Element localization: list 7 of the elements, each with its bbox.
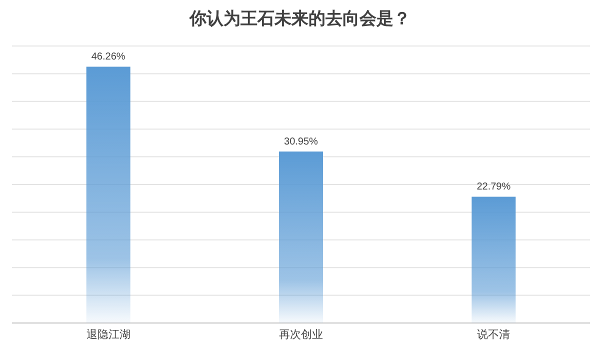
chart-title: 你认为王石未来的去向会是？	[188, 9, 410, 28]
data-label: 30.95%	[284, 136, 318, 148]
x-tick-label: 说不清	[477, 328, 510, 341]
data-label: 46.26%	[91, 52, 126, 63]
x-tick-label: 退隐江湖	[86, 328, 130, 341]
x-tick-label: 再次创业	[279, 328, 323, 341]
data-label: 22.79%	[476, 182, 511, 193]
